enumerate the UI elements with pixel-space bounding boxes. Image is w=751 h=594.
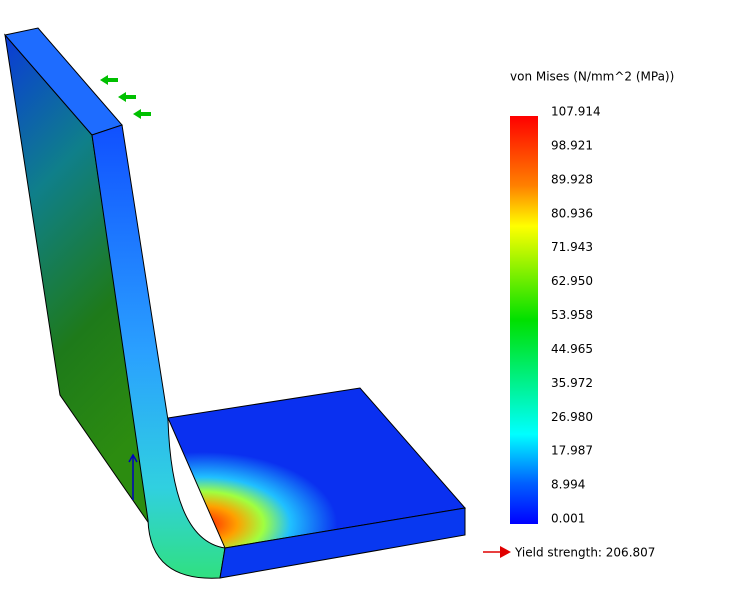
scale-labels: 107.914 98.921 89.928 80.936 71.943 62.950 53.… <box>551 105 601 526</box>
yield-arrow <box>483 546 511 558</box>
yield-strength: Yield strength: 206.807 <box>514 546 655 560</box>
scale-label: 98.921 <box>551 138 593 152</box>
scale-label: 8.994 <box>551 478 585 492</box>
scale-label: 53.958 <box>551 308 593 322</box>
base-front <box>219 507 466 579</box>
fixture-arrow <box>128 453 138 500</box>
scale-label: 62.950 <box>551 274 593 288</box>
scale-label: 44.965 <box>551 342 593 356</box>
scale-label: 17.987 <box>551 444 593 458</box>
color-scale <box>510 116 538 524</box>
scale-label: 80.936 <box>551 206 593 220</box>
legend-title: von Mises (N/mm^2 (MPa)) <box>510 70 674 84</box>
scale-label: 35.972 <box>551 376 593 390</box>
scale-label: 107.914 <box>551 105 601 119</box>
scale-label: 26.980 <box>551 410 593 424</box>
scale-label: 71.943 <box>551 240 593 254</box>
load-arrows <box>100 75 151 119</box>
model <box>4 27 466 579</box>
scale-label: 0.001 <box>551 512 585 526</box>
scale-label: 89.928 <box>551 172 593 186</box>
